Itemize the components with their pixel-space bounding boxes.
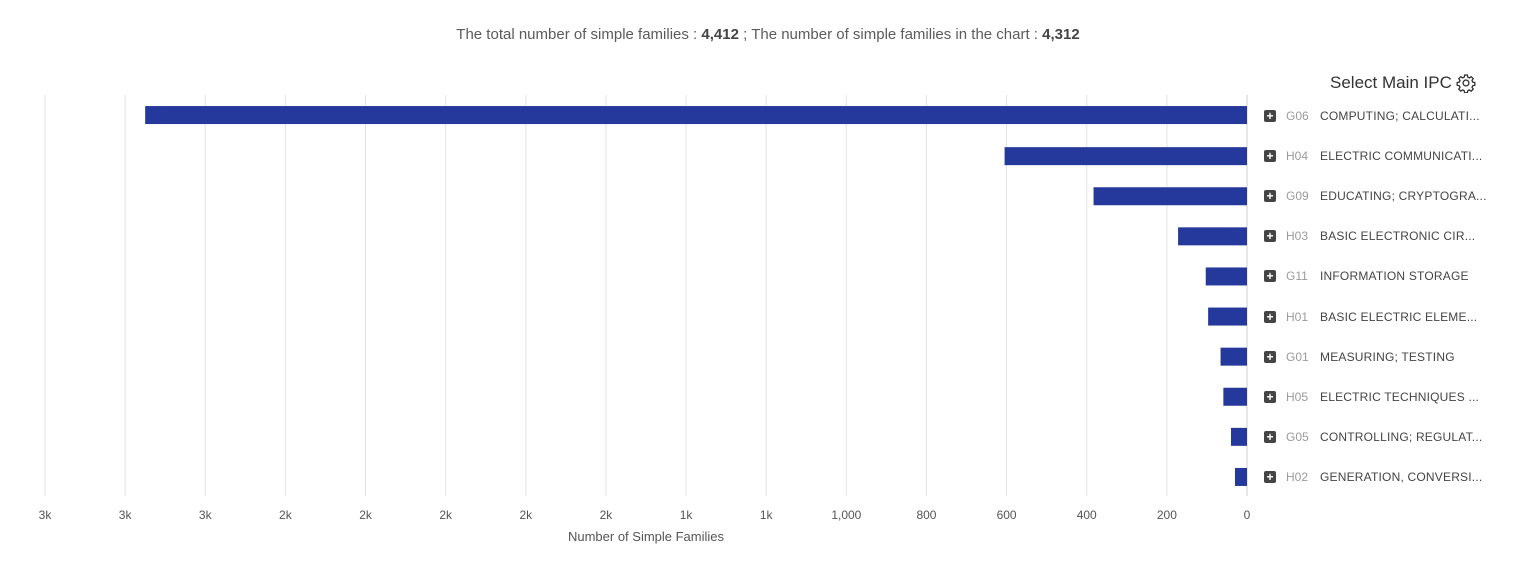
expand-plus-icon[interactable]: +	[1264, 470, 1276, 483]
ipc-label: CONTROLLING; REGULAT...	[1320, 429, 1483, 444]
expand-plus-icon[interactable]: +	[1264, 350, 1276, 363]
ipc-label: ELECTRIC COMMUNICATI...	[1320, 149, 1483, 164]
x-tick-label: 2k	[439, 508, 453, 522]
x-tick-label: 3k	[39, 508, 53, 522]
x-axis-title: Number of Simple Families	[568, 529, 725, 544]
ipc-code: H02	[1286, 469, 1309, 484]
x-tick-label: 3k	[119, 508, 133, 522]
x-tick-label: 600	[997, 508, 1017, 522]
expand-plus-icon[interactable]: +	[1264, 230, 1276, 243]
ipc-code: H05	[1286, 389, 1309, 404]
chart-families-value: 4,312	[1042, 26, 1080, 43]
ipc-code: G09	[1286, 189, 1309, 204]
bar-h01[interactable]	[1208, 307, 1247, 326]
select-main-ipc-label: Select Main IPC	[1330, 73, 1452, 92]
x-tick-label: 0	[1244, 508, 1251, 522]
ipc-code: H04	[1286, 149, 1309, 164]
expand-plus-icon[interactable]: +	[1264, 310, 1276, 323]
total-families-value: 4,412	[701, 26, 739, 43]
category-row-h04: + H04 ELECTRIC COMMUNICATI...	[1264, 147, 1482, 165]
category-row-g09: + G09 EDUCATING; CRYPTOGRA...	[1264, 187, 1487, 205]
expand-plus-icon[interactable]: +	[1264, 110, 1276, 123]
x-tick-label: 1k	[680, 508, 694, 522]
expand-plus-icon[interactable]: +	[1264, 390, 1276, 403]
x-tick-label: 2k	[600, 508, 614, 522]
ipc-code: H01	[1286, 309, 1309, 324]
ipc-label: BASIC ELECTRONIC CIR...	[1320, 229, 1476, 244]
bar-h03[interactable]	[1178, 227, 1247, 246]
ipc-label: MEASURING; TESTING	[1320, 349, 1455, 364]
total-families-label: The total number of simple families :	[456, 26, 702, 43]
ipc-code: H03	[1286, 229, 1309, 244]
bars	[145, 106, 1248, 486]
select-main-ipc-button[interactable]: Select Main IPC	[1330, 72, 1476, 94]
category-row-h02: + H02 GENERATION, CONVERSI...	[1264, 468, 1482, 486]
bar-h02[interactable]	[1234, 467, 1247, 486]
gear-icon[interactable]	[1456, 73, 1476, 94]
ipc-code: G06	[1286, 109, 1309, 124]
x-axis-ticks: 0 200 400 600 800 1,000 1k 1k 2k 2k 2k 2k 2k 3k 3k 3k	[39, 508, 1251, 522]
ipc-label: COMPUTING; CALCULATI...	[1320, 109, 1480, 124]
bar-g09[interactable]	[1093, 187, 1247, 206]
expand-plus-icon[interactable]: +	[1264, 430, 1276, 443]
category-row-g01: + G01 MEASURING; TESTING	[1264, 348, 1455, 366]
bar-g05[interactable]	[1230, 427, 1247, 446]
category-row-g11: + G11 INFORMATION STORAGE	[1264, 267, 1469, 285]
ipc-code: G11	[1286, 269, 1308, 284]
bar-g06[interactable]	[145, 106, 1248, 125]
x-tick-label: 800	[916, 508, 936, 522]
ipc-code: G05	[1286, 429, 1309, 444]
x-tick-label: 200	[1157, 508, 1177, 522]
chart-summary: The total number of simple families : 4,…	[0, 26, 1536, 43]
category-row-h05: + H05 ELECTRIC TECHNIQUES ...	[1264, 388, 1479, 406]
x-tick-label: 2k	[279, 508, 293, 522]
ipc-label: ELECTRIC TECHNIQUES ...	[1320, 389, 1480, 404]
ipc-label: INFORMATION STORAGE	[1320, 269, 1469, 284]
category-row-g05: + G05 CONTROLLING; REGULAT...	[1264, 428, 1482, 446]
ipc-label: GENERATION, CONVERSI...	[1320, 469, 1483, 484]
x-tick-label: 400	[1077, 508, 1097, 522]
x-tick-label: 2k	[359, 508, 373, 522]
x-tick-label: 2k	[519, 508, 533, 522]
expand-plus-icon[interactable]: +	[1264, 190, 1276, 203]
chart-families-label: The number of simple families in the cha…	[751, 26, 1043, 43]
bar-h05[interactable]	[1223, 387, 1247, 406]
ipc-label: BASIC ELECTRIC ELEME...	[1320, 309, 1478, 324]
x-tick-label: 3k	[199, 508, 213, 522]
x-tick-label: 1k	[760, 508, 774, 522]
category-row-h01: + H01 BASIC ELECTRIC ELEME...	[1264, 308, 1477, 326]
bar-g11[interactable]	[1205, 267, 1247, 286]
bar-h04[interactable]	[1004, 147, 1247, 166]
expand-plus-icon[interactable]: +	[1264, 150, 1276, 163]
ipc-label: EDUCATING; CRYPTOGRA...	[1320, 189, 1487, 204]
expand-plus-icon[interactable]: +	[1264, 270, 1276, 283]
category-row-g06: + G06 COMPUTING; CALCULATI...	[1264, 107, 1480, 125]
summary-separator: ;	[738, 26, 752, 43]
bar-g01[interactable]	[1220, 347, 1247, 366]
category-row-h03: + H03 BASIC ELECTRONIC CIR...	[1264, 227, 1475, 245]
x-tick-label: 1,000	[831, 508, 861, 522]
ipc-code: G01	[1286, 349, 1309, 364]
